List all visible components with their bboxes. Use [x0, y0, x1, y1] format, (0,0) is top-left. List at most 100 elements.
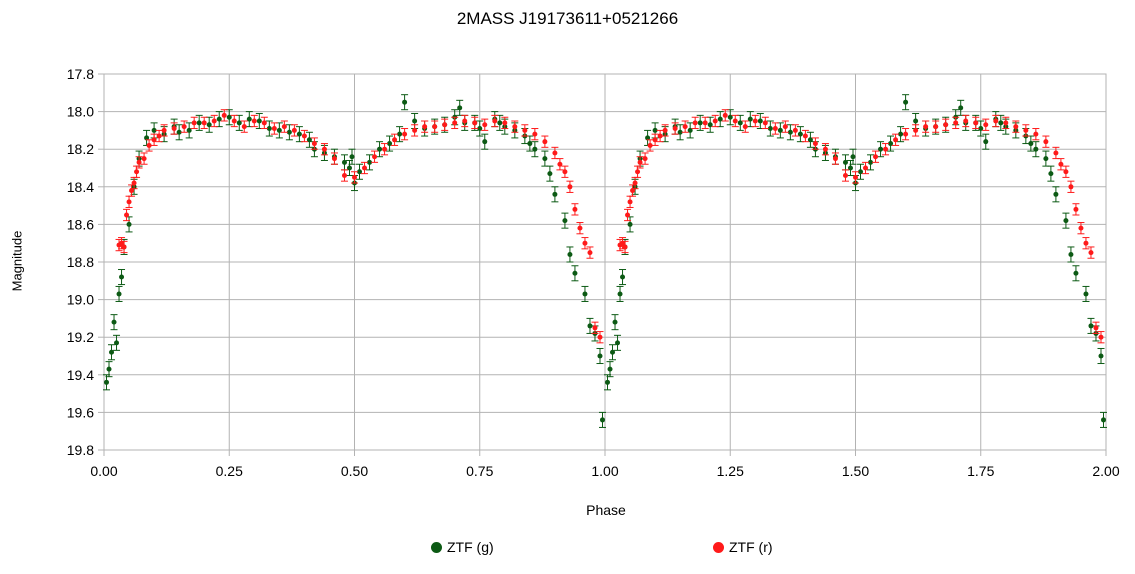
data-point-r — [310, 137, 318, 150]
data-point-g — [551, 186, 559, 203]
point-marker — [752, 118, 758, 124]
data-point-g — [1062, 212, 1070, 229]
data-point-g — [105, 361, 113, 378]
data-point-r — [566, 180, 574, 193]
data-point-g — [598, 411, 606, 428]
data-point-r — [123, 208, 131, 222]
point-marker — [256, 118, 262, 124]
data-point-r — [761, 116, 769, 130]
point-marker — [888, 141, 894, 147]
point-marker — [652, 137, 658, 143]
point-marker — [657, 133, 663, 139]
point-marker — [630, 188, 636, 194]
data-point-r — [210, 114, 218, 128]
data-point-r — [451, 116, 459, 130]
point-marker — [582, 240, 588, 246]
data-point-g — [604, 374, 612, 391]
data-point-r — [741, 120, 749, 133]
data-point-g — [411, 112, 419, 130]
data-point-g — [481, 133, 489, 150]
legend-item-g: ZTF (g) — [431, 539, 494, 555]
data-point-r — [1012, 120, 1020, 133]
point-marker — [627, 199, 633, 205]
data-point-g — [776, 122, 784, 139]
point-marker — [452, 120, 458, 126]
point-marker — [457, 105, 463, 111]
point-marker — [842, 173, 848, 179]
point-marker — [211, 118, 217, 124]
point-marker — [662, 127, 668, 133]
point-marker — [532, 131, 538, 137]
point-marker — [1043, 156, 1049, 162]
point-marker — [311, 141, 317, 147]
data-point-g — [581, 285, 589, 302]
data-point-g — [396, 126, 404, 143]
point-marker — [226, 114, 232, 120]
point-marker — [412, 127, 418, 133]
data-point-r — [250, 114, 258, 128]
point-marker — [1083, 240, 1089, 246]
data-point-r — [1032, 128, 1040, 141]
point-marker — [567, 251, 573, 257]
point-marker — [587, 323, 593, 329]
legend-marker-r — [713, 541, 724, 553]
data-point-r — [361, 161, 369, 175]
point-marker — [106, 366, 112, 372]
point-marker — [677, 129, 683, 135]
point-marker — [392, 137, 398, 143]
point-marker — [737, 120, 743, 126]
point-marker — [943, 122, 949, 128]
series-r — [115, 109, 1105, 344]
point-marker — [291, 127, 297, 133]
data-point-r — [621, 240, 629, 254]
data-point-g — [526, 135, 534, 152]
data-point-r — [932, 120, 940, 133]
point-marker — [772, 126, 778, 132]
point-marker — [412, 118, 418, 124]
point-marker — [792, 127, 798, 133]
point-marker — [672, 126, 678, 132]
data-point-r — [140, 152, 148, 165]
point-marker — [802, 133, 808, 139]
data-point-g — [1097, 347, 1105, 365]
data-point-g — [1047, 165, 1055, 182]
point-marker — [620, 240, 626, 246]
data-point-r — [641, 152, 649, 165]
point-marker — [502, 120, 508, 126]
data-point-g — [340, 154, 348, 171]
y-tick-label: 19.0 — [67, 292, 94, 308]
point-marker — [241, 124, 247, 130]
data-point-g — [1087, 317, 1095, 334]
point-marker — [687, 127, 693, 133]
data-point-r — [972, 116, 980, 130]
point-marker — [1048, 171, 1054, 177]
data-point-r — [1002, 116, 1010, 130]
point-marker — [111, 319, 117, 325]
point-marker — [868, 159, 874, 165]
point-marker — [181, 124, 187, 130]
data-point-r — [120, 240, 128, 254]
data-point-g — [185, 122, 193, 139]
data-point-r — [1022, 124, 1030, 137]
data-point-r — [1082, 237, 1090, 250]
data-point-g — [606, 361, 614, 378]
data-point-r — [381, 143, 389, 156]
data-point-g — [696, 114, 704, 131]
data-point-r — [992, 114, 1000, 128]
point-marker — [1033, 146, 1039, 152]
data-point-r — [721, 109, 729, 122]
point-marker — [1078, 225, 1084, 231]
point-marker — [552, 150, 558, 156]
point-marker — [341, 159, 347, 165]
point-marker — [615, 340, 621, 346]
point-marker — [119, 240, 125, 246]
data-point-r — [831, 152, 839, 165]
point-marker — [126, 199, 132, 205]
point-marker — [532, 146, 538, 152]
point-marker — [712, 118, 718, 124]
data-point-r — [421, 120, 429, 133]
data-point-r — [118, 237, 126, 250]
point-marker — [382, 146, 388, 152]
point-marker — [913, 118, 919, 124]
data-point-g — [982, 133, 990, 150]
